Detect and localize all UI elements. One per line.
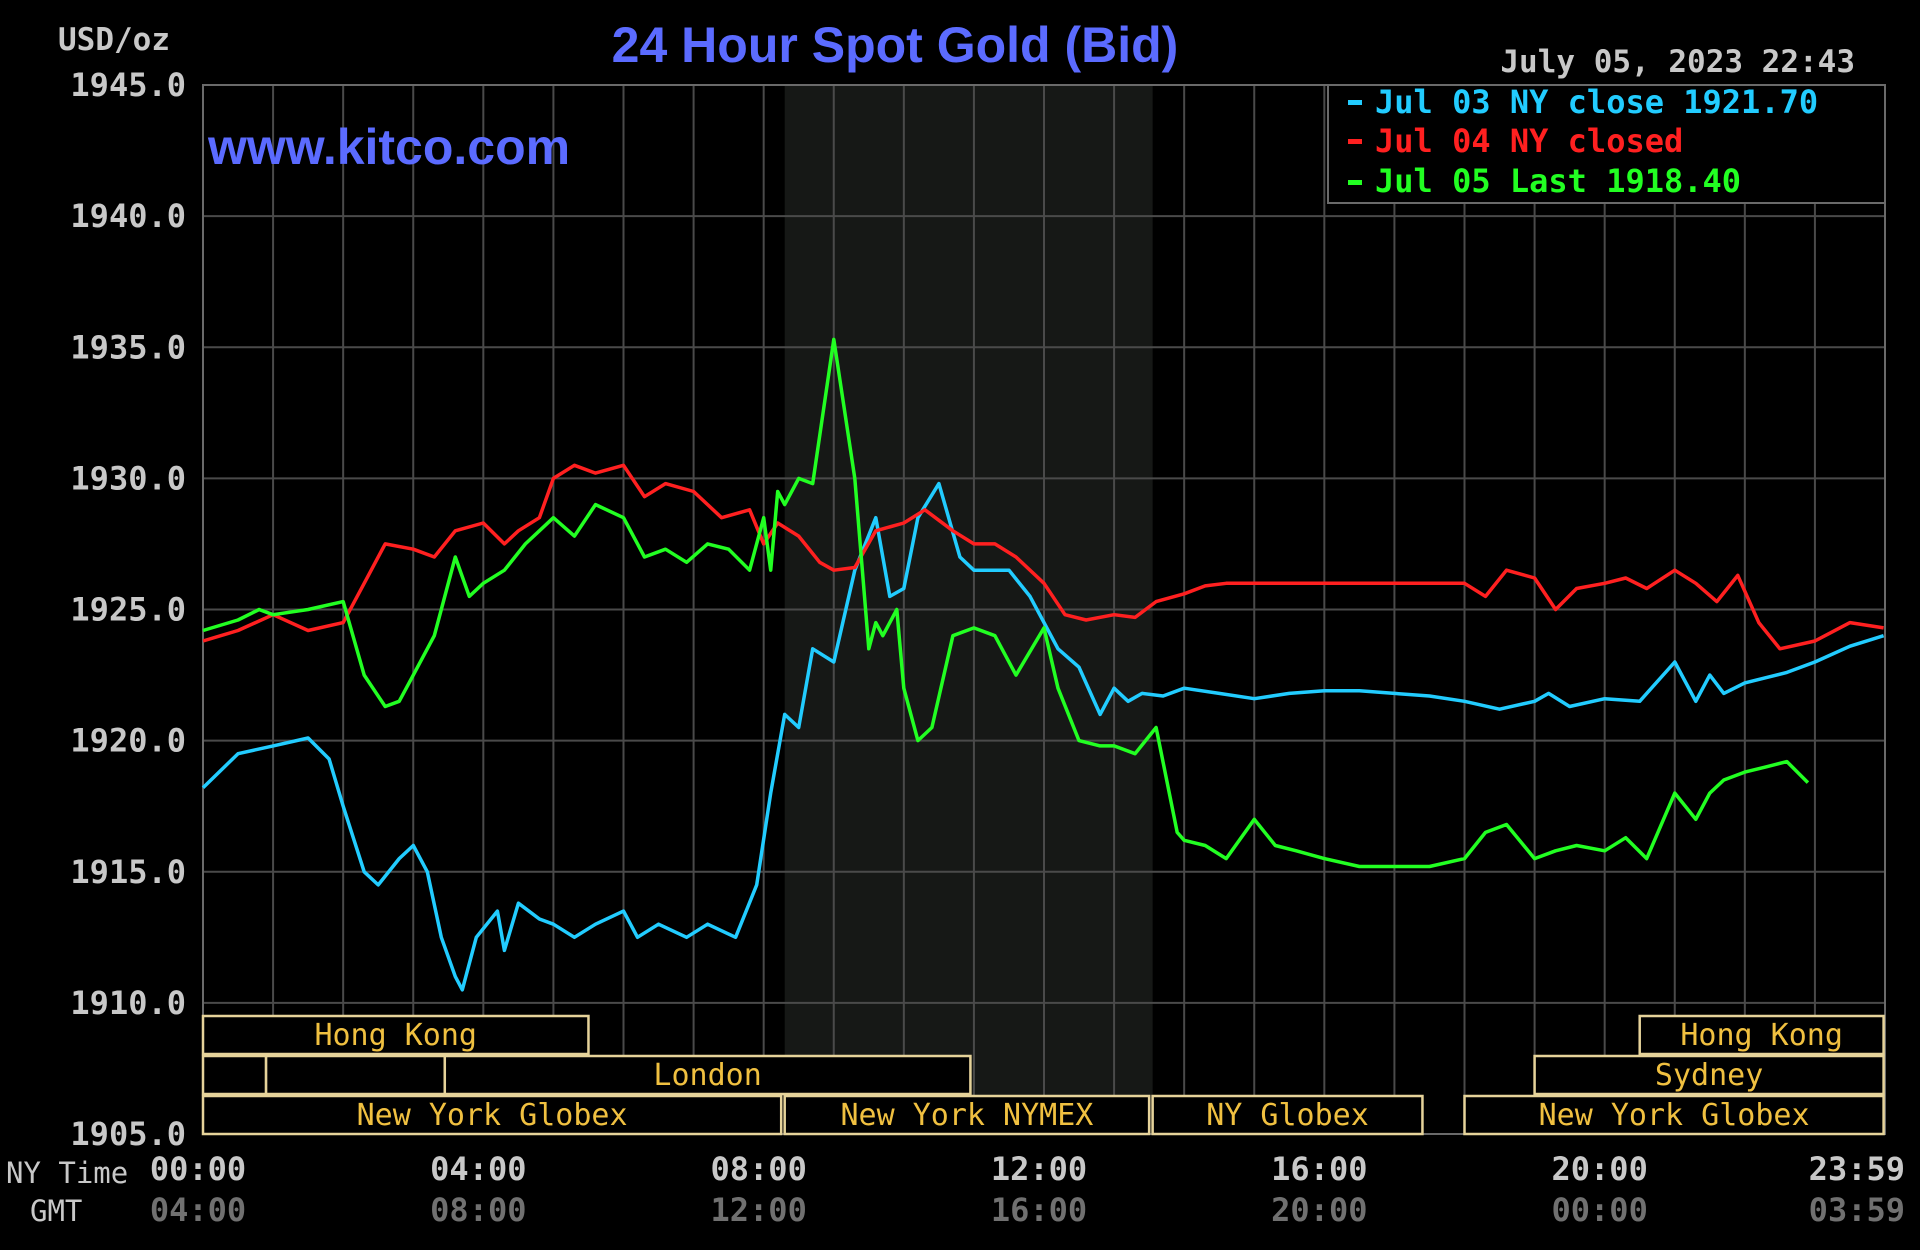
session-label: New York NYMEX xyxy=(840,1098,1093,1133)
y-tick-label: 1920.0 xyxy=(70,722,186,760)
session-label: New York Globex xyxy=(357,1098,628,1133)
ny-time-label: NY Time xyxy=(6,1156,128,1190)
x-tick-label-ny: 23:59 xyxy=(1809,1150,1905,1188)
legend-label-jul05: Jul 05 Last 1918.40 xyxy=(1375,162,1741,200)
session-box xyxy=(201,1054,268,1096)
y-tick-label: 1935.0 xyxy=(70,328,186,366)
session-box xyxy=(1533,1054,1885,1096)
series-layer xyxy=(201,337,1885,992)
gmt-label: GMT xyxy=(30,1194,82,1228)
legend: Jul 03 NY close 1921.70 Jul 04 NY closed… xyxy=(1327,83,1886,204)
chart-title: 24 Hour Spot Gold (Bid) xyxy=(612,17,1179,73)
x-tick-label-ny: 20:00 xyxy=(1552,1150,1648,1188)
legend-swatch-jul05 xyxy=(1348,180,1362,185)
series-line-1 xyxy=(201,481,1885,992)
session-label: New York Globex xyxy=(1539,1098,1810,1133)
x-tick-label-gmt: 03:59 xyxy=(1809,1191,1905,1229)
x-axis-ticks: 00:0004:0004:0008:0008:0012:0012:0016:00… xyxy=(150,1150,1905,1229)
x-tick-label-ny: 12:00 xyxy=(991,1150,1087,1188)
session-box xyxy=(1151,1094,1424,1136)
session-box xyxy=(443,1054,972,1096)
x-tick-label-ny: 16:00 xyxy=(1271,1150,1367,1188)
y-axis-ticks: 1945.0 1940.0 1935.0 1930.0 1925.0 1920.0 1915… xyxy=(70,66,186,1153)
x-tick-label-gmt: 00:00 xyxy=(1552,1191,1648,1229)
x-tick-label-gmt: 08:00 xyxy=(430,1191,526,1229)
session-label: Hong Kong xyxy=(1680,1018,1843,1053)
session-box xyxy=(201,1094,783,1136)
y-tick-label: 1915.0 xyxy=(70,853,186,891)
x-tick-label-gmt: 20:00 xyxy=(1271,1191,1367,1229)
y-tick-label: 1940.0 xyxy=(70,197,186,235)
session-box xyxy=(264,1054,447,1096)
legend-label-jul04: Jul 04 NY closed xyxy=(1375,122,1683,160)
series-line-2 xyxy=(202,463,1884,651)
session-label: Hong Kong xyxy=(314,1018,477,1053)
legend-box xyxy=(1327,84,1886,204)
session-label: NY Globex xyxy=(1206,1098,1369,1133)
x-tick-label-ny: 08:00 xyxy=(711,1150,807,1188)
x-tick-label-gmt: 16:00 xyxy=(991,1191,1087,1229)
series-line-3 xyxy=(202,337,1810,869)
market-sessions: Hong Kong London New York Globex New York N… xyxy=(201,1014,1885,1136)
timestamp: July 05, 2023 22:43 xyxy=(1500,44,1855,80)
legend-swatch-jul04 xyxy=(1348,139,1362,144)
y-tick-label: 1925.0 xyxy=(70,591,186,629)
y-unit-label: USD/oz xyxy=(58,22,170,58)
session-box xyxy=(1638,1014,1885,1056)
x-tick-label-ny: 00:00 xyxy=(150,1150,246,1188)
x-tick-label-gmt: 12:00 xyxy=(711,1191,807,1229)
session-box xyxy=(1463,1094,1885,1136)
session-label: London xyxy=(653,1058,761,1093)
y-tick-label: 1905.0 xyxy=(70,1115,186,1153)
session-box xyxy=(783,1094,1151,1136)
legend-swatch-jul03 xyxy=(1348,100,1362,105)
grid-lines xyxy=(203,85,1885,1134)
y-tick-label: 1945.0 xyxy=(70,66,186,104)
session-label: Sydney xyxy=(1655,1058,1763,1093)
watermark: www.kitco.com xyxy=(207,119,570,175)
x-tick-label-gmt: 04:00 xyxy=(150,1191,246,1229)
x-tick-label-ny: 04:00 xyxy=(430,1150,526,1188)
legend-label-jul03: Jul 03 NY close 1921.70 xyxy=(1375,83,1818,121)
session-box xyxy=(201,1014,590,1056)
y-tick-label: 1910.0 xyxy=(70,984,186,1022)
y-tick-label: 1930.0 xyxy=(70,459,186,497)
